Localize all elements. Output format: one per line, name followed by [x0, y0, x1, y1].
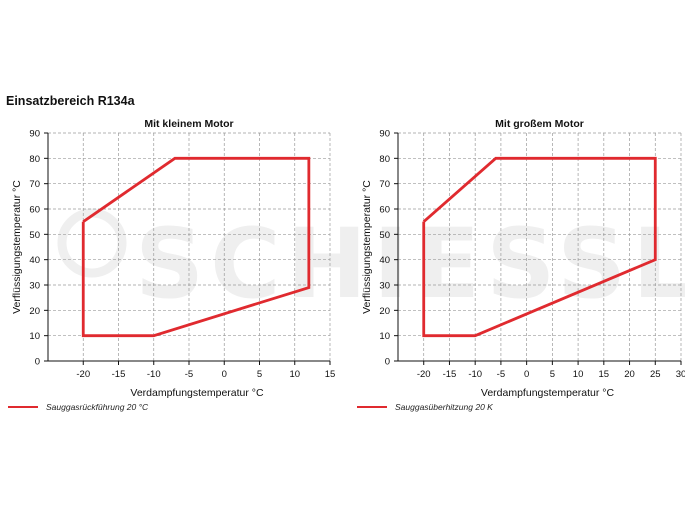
x-tick-label: -5	[185, 369, 193, 380]
x-tick-label: -10	[147, 369, 161, 380]
y-axis-label: Verflüssigungstemperatur °C	[11, 180, 23, 314]
x-tick-label: -15	[443, 369, 457, 380]
legend-label-left: Sauggasrückführung 20 °C	[46, 402, 149, 412]
y-tick-label: 60	[29, 205, 40, 216]
x-tick-label: 25	[650, 369, 661, 380]
x-tick-label: 0	[524, 369, 529, 380]
x-tick-label: -5	[497, 369, 505, 380]
y-tick-label: 80	[29, 154, 40, 165]
y-tick-label: 20	[29, 306, 40, 317]
y-tick-label: 20	[379, 306, 390, 317]
x-tick-label: -10	[468, 369, 482, 380]
y-tick-label: 10	[29, 331, 40, 342]
y-tick-label: 0	[385, 357, 390, 368]
x-tick-label: 30	[676, 369, 685, 380]
y-tick-label: 90	[379, 129, 390, 140]
y-tick-label: 50	[379, 230, 390, 241]
x-tick-label: -15	[112, 369, 126, 380]
x-tick-label: 20	[624, 369, 635, 380]
envelope-series-line	[422, 156, 657, 338]
y-tick-label: 70	[29, 179, 40, 190]
x-tick-label: 15	[325, 369, 336, 380]
y-tick-label: 0	[35, 357, 40, 368]
y-tick-label: 70	[379, 179, 390, 190]
x-tick-label: 10	[573, 369, 584, 380]
x-tick-label: -20	[417, 369, 431, 380]
page-title: Einsatzbereich R134a	[6, 94, 135, 108]
x-tick-label: 10	[289, 369, 300, 380]
x-tick-label: 5	[550, 369, 555, 380]
y-tick-label: 40	[29, 255, 40, 266]
legend-right: Sauggasüberhitzung 20 K	[357, 402, 493, 412]
x-tick-label: -20	[76, 369, 90, 380]
y-axis-label: Verflüssigungstemperatur °C	[361, 180, 373, 314]
y-tick-label: 30	[379, 281, 390, 292]
x-tick-label: 5	[257, 369, 262, 380]
legend-swatch-left	[8, 405, 38, 409]
y-tick-label: 50	[29, 230, 40, 241]
envelope-series-line	[81, 156, 311, 338]
x-axis-label: Verdampfungstemperatur °C	[481, 387, 615, 399]
y-tick-label: 30	[29, 281, 40, 292]
y-tick-label: 40	[379, 255, 390, 266]
legend-label-right: Sauggasüberhitzung 20 K	[395, 402, 493, 412]
x-tick-label: 0	[222, 369, 227, 380]
chart-title: Mit kleinem Motor	[144, 118, 233, 130]
legend-left: Sauggasrückführung 20 °C	[8, 402, 148, 412]
y-tick-label: 10	[379, 331, 390, 342]
y-tick-label: 60	[379, 205, 390, 216]
y-tick-label: 90	[29, 129, 40, 140]
chart-title: Mit großem Motor	[495, 118, 584, 130]
y-tick-label: 80	[379, 154, 390, 165]
x-axis-label: Verdampfungstemperatur °C	[130, 387, 264, 399]
legend-swatch-right	[357, 405, 387, 409]
x-tick-label: 15	[599, 369, 610, 380]
